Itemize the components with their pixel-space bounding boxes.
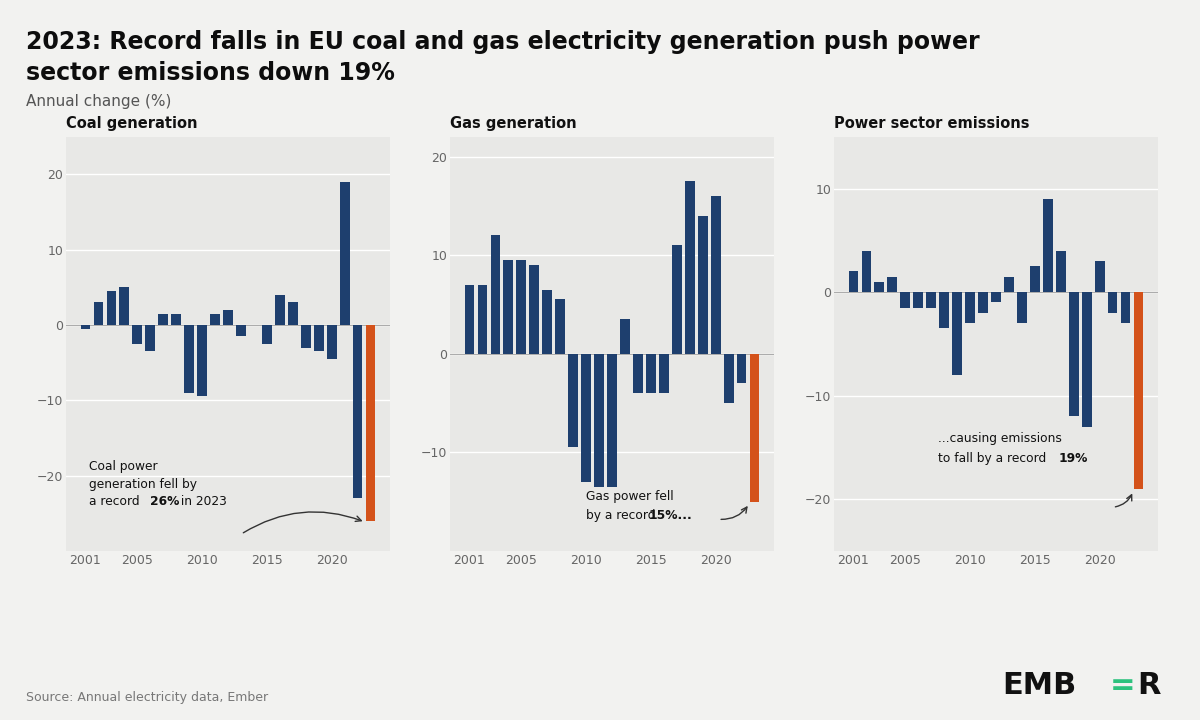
Bar <box>107 291 116 325</box>
Bar <box>80 325 90 329</box>
Text: a record: a record <box>89 495 144 508</box>
Bar <box>581 354 590 482</box>
Bar <box>529 265 539 354</box>
Bar <box>223 310 233 325</box>
Bar <box>659 354 668 393</box>
Bar <box>197 325 206 397</box>
Bar <box>478 284 487 354</box>
Bar <box>750 354 760 502</box>
Bar <box>504 260 514 354</box>
Bar <box>888 276 898 292</box>
Text: Gas generation: Gas generation <box>450 117 577 132</box>
Bar <box>314 325 324 351</box>
Bar <box>158 314 168 325</box>
Bar <box>516 260 526 354</box>
Bar <box>1030 266 1039 292</box>
Bar <box>569 354 578 447</box>
Text: in 2023: in 2023 <box>178 495 227 508</box>
Bar <box>940 292 949 328</box>
Bar <box>620 319 630 354</box>
Bar <box>953 292 962 375</box>
Text: Coal power: Coal power <box>89 461 158 474</box>
Bar <box>913 292 923 307</box>
Bar <box>172 314 181 325</box>
Bar <box>1056 251 1066 292</box>
Bar <box>326 325 336 359</box>
Bar <box>594 354 604 487</box>
Text: ...causing emissions: ...causing emissions <box>937 432 1062 445</box>
Bar <box>900 292 910 307</box>
Bar <box>848 271 858 292</box>
Text: to fall by a record: to fall by a record <box>937 452 1050 465</box>
Bar <box>288 302 298 325</box>
Bar <box>737 354 746 383</box>
Text: Power sector emissions: Power sector emissions <box>834 117 1030 132</box>
Bar <box>646 354 655 393</box>
Bar <box>672 246 682 354</box>
Bar <box>1108 292 1117 312</box>
Bar <box>1134 292 1144 489</box>
Bar <box>145 325 155 351</box>
Bar <box>634 354 643 393</box>
Text: Annual change (%): Annual change (%) <box>26 94 172 109</box>
Text: EMB: EMB <box>1002 671 1076 701</box>
Bar <box>862 251 871 292</box>
Bar <box>120 287 130 325</box>
Text: 15%...: 15%... <box>648 510 692 523</box>
Bar <box>185 325 194 392</box>
Bar <box>698 216 708 354</box>
Bar <box>542 289 552 354</box>
Bar <box>210 314 220 325</box>
Bar <box>710 196 720 354</box>
Bar <box>607 354 617 487</box>
Bar <box>262 325 271 344</box>
Bar <box>491 235 500 354</box>
Text: generation fell by: generation fell by <box>89 478 197 491</box>
Bar <box>353 325 362 498</box>
Bar <box>685 181 695 354</box>
Bar <box>1043 199 1052 292</box>
Bar <box>1004 276 1014 292</box>
Text: R: R <box>1138 671 1160 701</box>
Text: Source: Annual electricity data, Ember: Source: Annual electricity data, Ember <box>26 691 269 704</box>
Bar <box>875 282 884 292</box>
Bar <box>366 325 376 521</box>
Bar <box>1082 292 1092 426</box>
Bar <box>926 292 936 307</box>
Bar <box>1069 292 1079 416</box>
Bar <box>464 284 474 354</box>
Text: sector emissions down 19%: sector emissions down 19% <box>26 61 395 85</box>
Text: 26%: 26% <box>150 495 180 508</box>
Bar <box>1094 261 1104 292</box>
Bar <box>94 302 103 325</box>
Bar <box>1121 292 1130 323</box>
Text: 2023: Record falls in EU coal and gas electricity generation push power: 2023: Record falls in EU coal and gas el… <box>26 30 980 54</box>
Bar <box>991 292 1001 302</box>
Text: 19%: 19% <box>1058 452 1087 465</box>
Text: Coal generation: Coal generation <box>66 117 198 132</box>
Text: =: = <box>1110 671 1135 701</box>
Bar <box>275 295 284 325</box>
Bar <box>301 325 311 348</box>
Bar <box>236 325 246 336</box>
Text: by a record: by a record <box>586 510 660 523</box>
Bar <box>340 182 349 325</box>
Bar <box>1018 292 1027 323</box>
Bar <box>724 354 733 403</box>
Bar <box>132 325 142 344</box>
Text: Gas power fell: Gas power fell <box>586 490 673 503</box>
Bar <box>965 292 974 323</box>
Bar <box>556 300 565 354</box>
Bar <box>978 292 988 312</box>
